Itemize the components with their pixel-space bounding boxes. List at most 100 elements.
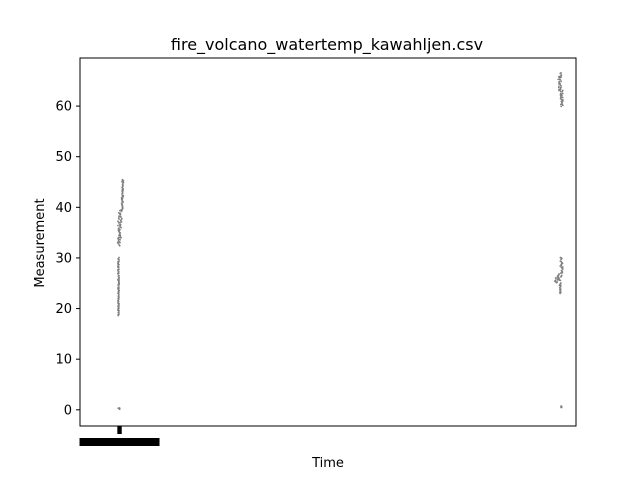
data-point bbox=[561, 102, 563, 104]
y-axis-label: Measurement bbox=[33, 198, 48, 287]
data-point bbox=[117, 220, 119, 223]
data-point bbox=[560, 80, 563, 83]
data-point bbox=[120, 196, 123, 199]
data-point bbox=[121, 180, 123, 183]
data-point bbox=[559, 87, 562, 89]
data-point bbox=[119, 228, 121, 231]
data-point bbox=[118, 227, 120, 229]
data-point bbox=[119, 236, 122, 239]
data-point bbox=[560, 105, 563, 108]
data-point bbox=[121, 183, 124, 186]
data-point bbox=[561, 103, 564, 106]
data-point bbox=[117, 265, 119, 268]
data-point bbox=[117, 307, 120, 310]
data-point bbox=[117, 211, 120, 214]
data-point bbox=[122, 187, 125, 190]
data-point bbox=[559, 282, 562, 284]
plot-frame bbox=[79, 57, 577, 427]
data-point bbox=[118, 238, 121, 241]
data-point bbox=[560, 100, 563, 103]
data-point bbox=[559, 92, 562, 95]
data-point bbox=[559, 260, 562, 263]
data-point bbox=[560, 274, 563, 277]
data-point bbox=[557, 277, 560, 279]
data-point bbox=[562, 99, 564, 101]
data-point bbox=[117, 299, 120, 302]
data-point bbox=[561, 266, 564, 268]
x-tick-labels-overlapping bbox=[79, 438, 160, 446]
data-point bbox=[118, 268, 120, 271]
data-point bbox=[561, 96, 564, 99]
y-axis: 0 10 20 30 40 50 60 bbox=[55, 100, 80, 418]
data-point bbox=[554, 276, 557, 279]
data-point bbox=[120, 202, 123, 205]
data-point bbox=[559, 272, 562, 275]
data-point bbox=[121, 192, 124, 195]
data-point bbox=[118, 276, 120, 279]
data-point bbox=[117, 258, 119, 260]
data-point bbox=[117, 221, 120, 224]
data-point bbox=[117, 240, 120, 243]
data-point bbox=[561, 89, 564, 92]
data-point bbox=[122, 181, 125, 184]
data-point bbox=[557, 85, 560, 88]
data-point bbox=[560, 76, 562, 79]
data-points bbox=[116, 72, 564, 410]
data-point bbox=[559, 84, 562, 87]
data-point bbox=[560, 74, 563, 76]
data-point bbox=[559, 256, 562, 259]
data-point bbox=[120, 217, 123, 220]
data-point bbox=[558, 78, 561, 81]
y-tick-label: 50 bbox=[55, 150, 72, 165]
data-point bbox=[561, 92, 564, 95]
data-point bbox=[117, 236, 120, 239]
y-tick-label: 30 bbox=[55, 251, 72, 266]
data-point bbox=[119, 223, 122, 226]
data-point bbox=[118, 260, 120, 263]
data-point bbox=[118, 408, 121, 410]
data-point bbox=[556, 281, 559, 283]
data-point bbox=[559, 288, 562, 290]
x-axis-label: Time bbox=[311, 456, 344, 471]
data-point bbox=[117, 311, 120, 314]
data-point bbox=[117, 224, 119, 227]
data-point bbox=[120, 226, 123, 229]
data-point bbox=[117, 306, 120, 308]
data-point bbox=[560, 269, 563, 272]
data-point bbox=[560, 72, 562, 74]
data-point bbox=[119, 212, 122, 215]
y-tick-label: 20 bbox=[55, 302, 72, 317]
data-point bbox=[558, 273, 560, 275]
data-point bbox=[560, 406, 563, 409]
data-point bbox=[559, 88, 562, 91]
data-point bbox=[117, 217, 120, 219]
data-point bbox=[117, 304, 120, 307]
data-point bbox=[118, 244, 121, 246]
data-point bbox=[117, 229, 120, 232]
data-point bbox=[118, 256, 120, 259]
data-point bbox=[117, 274, 120, 277]
data-point bbox=[117, 286, 120, 289]
data-point bbox=[554, 279, 557, 282]
y-tick-label: 60 bbox=[55, 100, 72, 115]
data-point bbox=[559, 90, 562, 93]
data-point bbox=[122, 194, 125, 197]
data-point bbox=[117, 292, 120, 295]
chart-title: fire_volcano_watertemp_kawahljen.csv bbox=[171, 35, 483, 55]
y-tick-label: 10 bbox=[55, 353, 72, 368]
data-point bbox=[559, 103, 562, 106]
data-point bbox=[557, 78, 560, 81]
data-point bbox=[121, 178, 124, 181]
data-point bbox=[119, 209, 121, 212]
data-point bbox=[117, 293, 120, 296]
data-point bbox=[558, 80, 561, 83]
data-point bbox=[120, 216, 122, 219]
data-point bbox=[558, 75, 561, 78]
x-axis bbox=[79, 426, 160, 446]
data-point bbox=[559, 97, 562, 100]
data-point bbox=[118, 215, 120, 218]
data-point bbox=[556, 278, 559, 281]
y-tick-label: 0 bbox=[64, 403, 72, 418]
